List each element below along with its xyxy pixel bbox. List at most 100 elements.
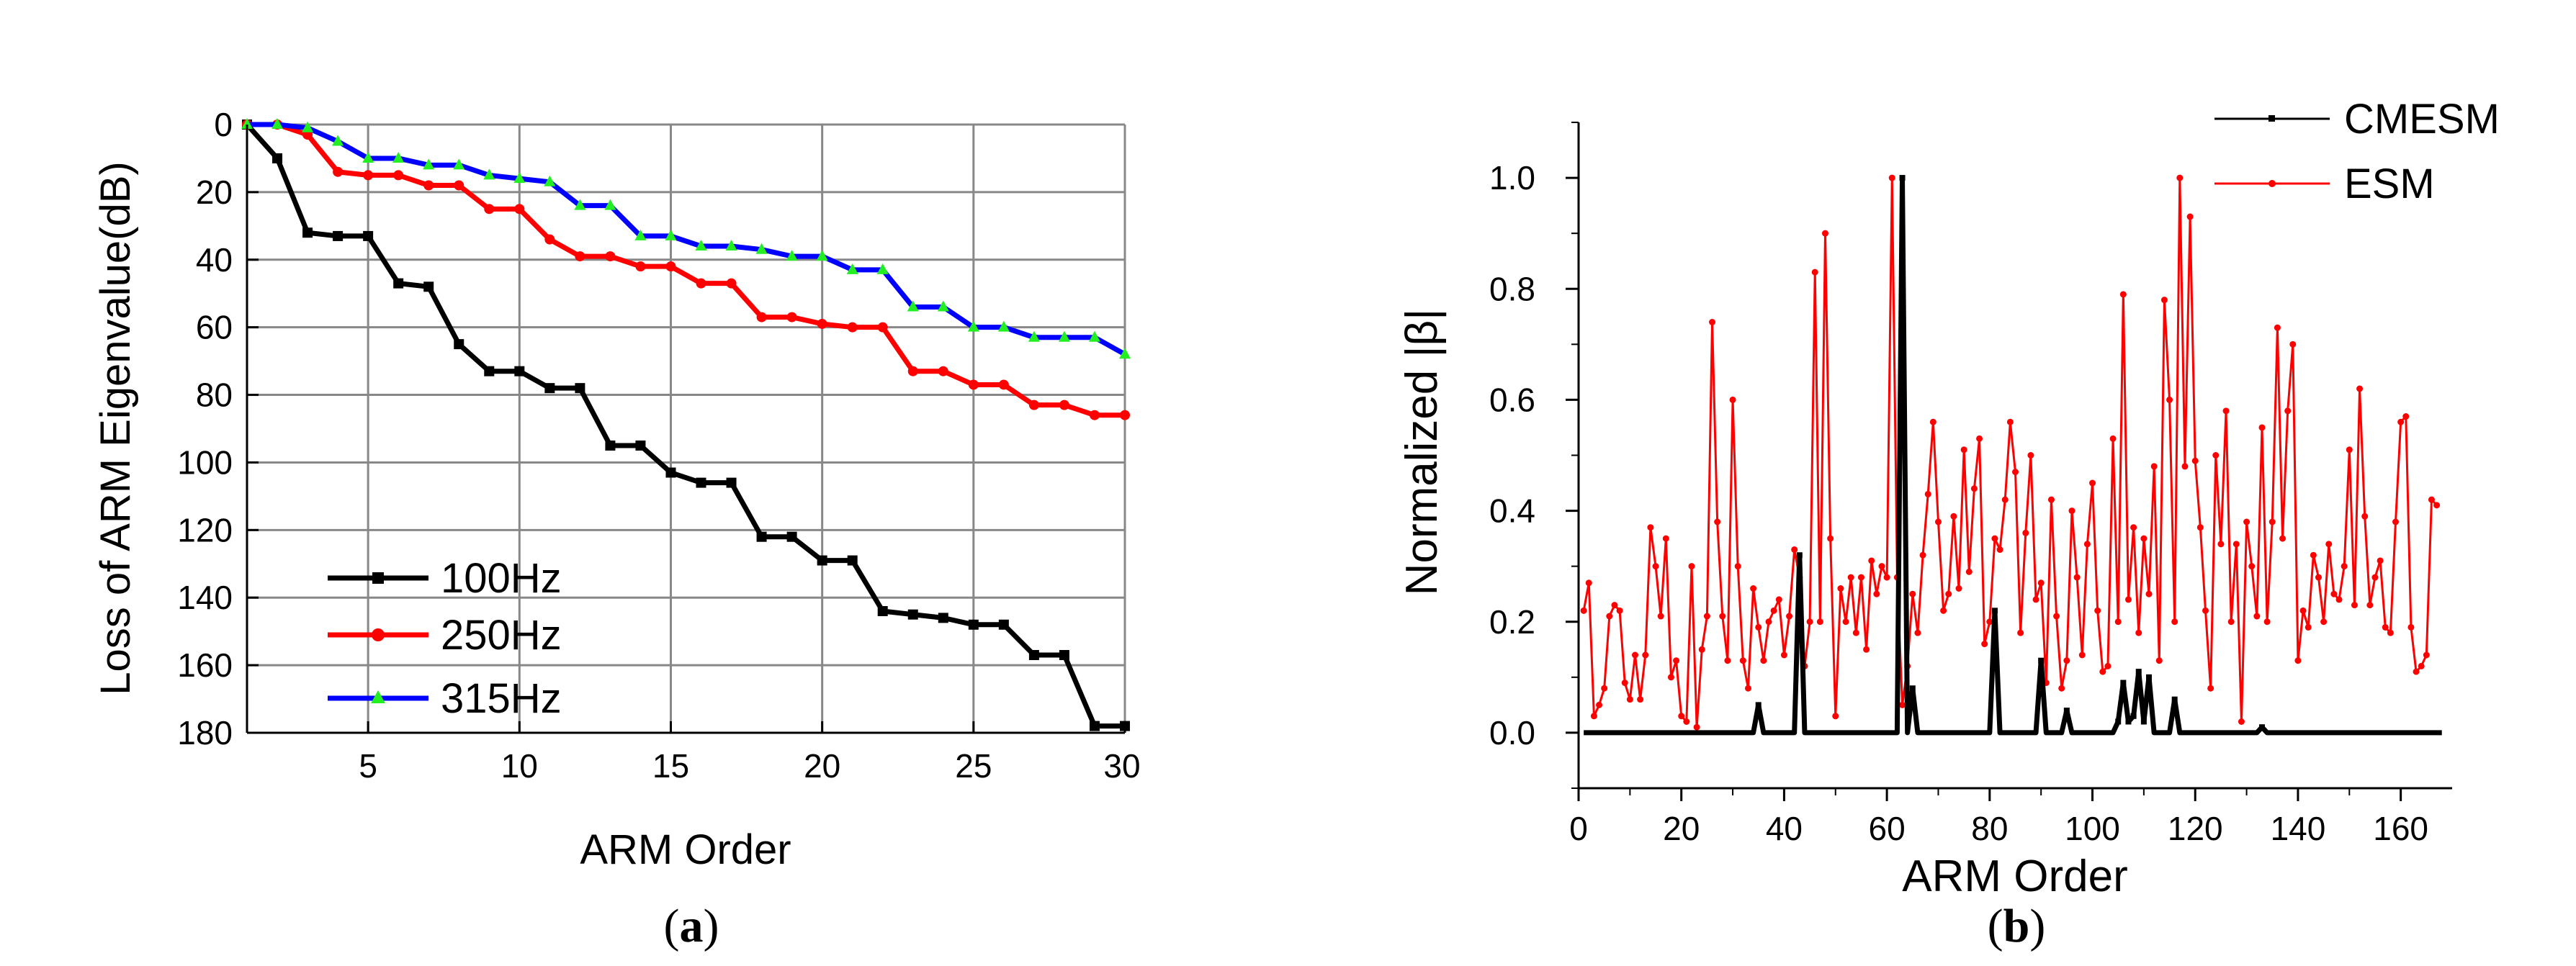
data-point (1714, 518, 1721, 525)
series-100hz (242, 119, 1130, 731)
data-point (2202, 607, 2209, 614)
data-point (1729, 396, 1736, 403)
legend-item-100hz: 100Hz (328, 555, 562, 602)
data-point (1734, 563, 1741, 570)
data-point (816, 250, 828, 261)
data-point (817, 318, 827, 329)
data-point (2140, 718, 2147, 725)
data-point (2135, 629, 2142, 636)
data-point (363, 230, 374, 241)
data-point (1986, 618, 1993, 626)
data-point (575, 383, 585, 394)
data-point (2006, 418, 2014, 425)
data-point (1028, 650, 1039, 661)
data-point (968, 379, 979, 390)
data-point (2382, 623, 2389, 631)
x-tick-label: 160 (2373, 810, 2428, 847)
data-point (1981, 641, 1988, 648)
series-315hz (241, 118, 1131, 359)
data-point (1909, 590, 1916, 597)
data-point (907, 300, 919, 312)
data-point (454, 180, 465, 191)
data-point (1837, 585, 1844, 592)
data-point (1028, 330, 1040, 342)
chart-b-series (1580, 174, 2442, 736)
x-tick-label: 40 (1766, 810, 1803, 847)
data-point (1631, 651, 1638, 659)
data-point (1940, 607, 1947, 614)
y-tick-label: 1.0 (1489, 159, 1535, 197)
y-tick-label: 160 (177, 646, 233, 684)
data-point (1662, 535, 1669, 542)
data-point (2371, 574, 2379, 581)
data-point (2258, 424, 2266, 431)
data-point (2186, 213, 2194, 220)
x-tick-label: 15 (652, 747, 689, 785)
data-point (1596, 701, 1603, 708)
series-line-250hz (247, 122, 1125, 418)
data-point (2341, 563, 2348, 570)
data-point (1857, 574, 1864, 581)
data-point (393, 278, 404, 289)
series-line-315hz (247, 122, 1126, 357)
data-point (1955, 585, 1962, 592)
data-point (2428, 496, 2435, 503)
data-point (241, 118, 253, 129)
series-line-cmesm (1584, 175, 2442, 736)
data-point (2253, 613, 2261, 620)
data-point (1909, 685, 1916, 692)
series-esm (1580, 174, 2441, 731)
chart-a-ticks: 5 10 15 20 25 30 0 20 40 60 80 100 120 140 160 180 (177, 106, 1140, 785)
data-point (967, 320, 979, 332)
data-point (2310, 551, 2317, 559)
data-point (2330, 590, 2338, 597)
chart-a: 5 10 15 20 25 30 0 20 40 60 80 100 120 140 160 180 ARM … (92, 106, 1141, 952)
data-point (2150, 463, 2158, 470)
data-point (2063, 657, 2070, 664)
data-point (2063, 708, 2070, 714)
data-point (393, 170, 404, 181)
data-point (2078, 651, 2086, 659)
data-point (1873, 590, 1880, 597)
data-point (1996, 546, 2003, 554)
data-point (1698, 646, 1705, 653)
data-point (635, 440, 646, 451)
data-point (1755, 702, 1762, 708)
chart-a-xlabel: ARM Order (580, 826, 791, 873)
data-point (1058, 330, 1070, 342)
data-point (2207, 685, 2214, 692)
data-point (2232, 541, 2240, 548)
data-point (2433, 502, 2441, 509)
data-point (2402, 413, 2410, 420)
data-point (1863, 646, 1870, 653)
data-point (483, 168, 495, 180)
data-point (2346, 446, 2353, 453)
data-point (695, 240, 707, 250)
data-point (2227, 618, 2235, 626)
data-point (876, 263, 889, 274)
data-point (786, 531, 797, 542)
data-point (2284, 407, 2292, 415)
chart-b-xlabel: ARM Order (1902, 852, 2127, 901)
data-point (2407, 623, 2415, 631)
data-point (2155, 657, 2163, 664)
data-point (2356, 385, 2364, 392)
chart-b-legend: CMESM ESM (2214, 96, 2500, 207)
data-point (1606, 613, 1613, 620)
y-tick-label: 60 (196, 309, 233, 346)
y-tick-label: 180 (177, 714, 233, 751)
data-point (1089, 410, 1100, 420)
data-point (1673, 657, 1680, 664)
data-point (2387, 629, 2394, 636)
data-point (696, 477, 706, 488)
data-point (2299, 607, 2307, 614)
chart-b: 0 20 40 60 80 100 120 140 1600.00.20.40.60.81.0 … (1397, 96, 2500, 952)
data-point (575, 251, 585, 262)
data-point (2140, 535, 2148, 542)
data-point (605, 251, 616, 262)
data-point (817, 555, 827, 566)
x-tick-label: 20 (804, 747, 840, 785)
legend-label-250hz: 250Hz (441, 612, 562, 659)
legend-label-esm: ESM (2344, 161, 2435, 207)
data-point (2377, 557, 2384, 564)
